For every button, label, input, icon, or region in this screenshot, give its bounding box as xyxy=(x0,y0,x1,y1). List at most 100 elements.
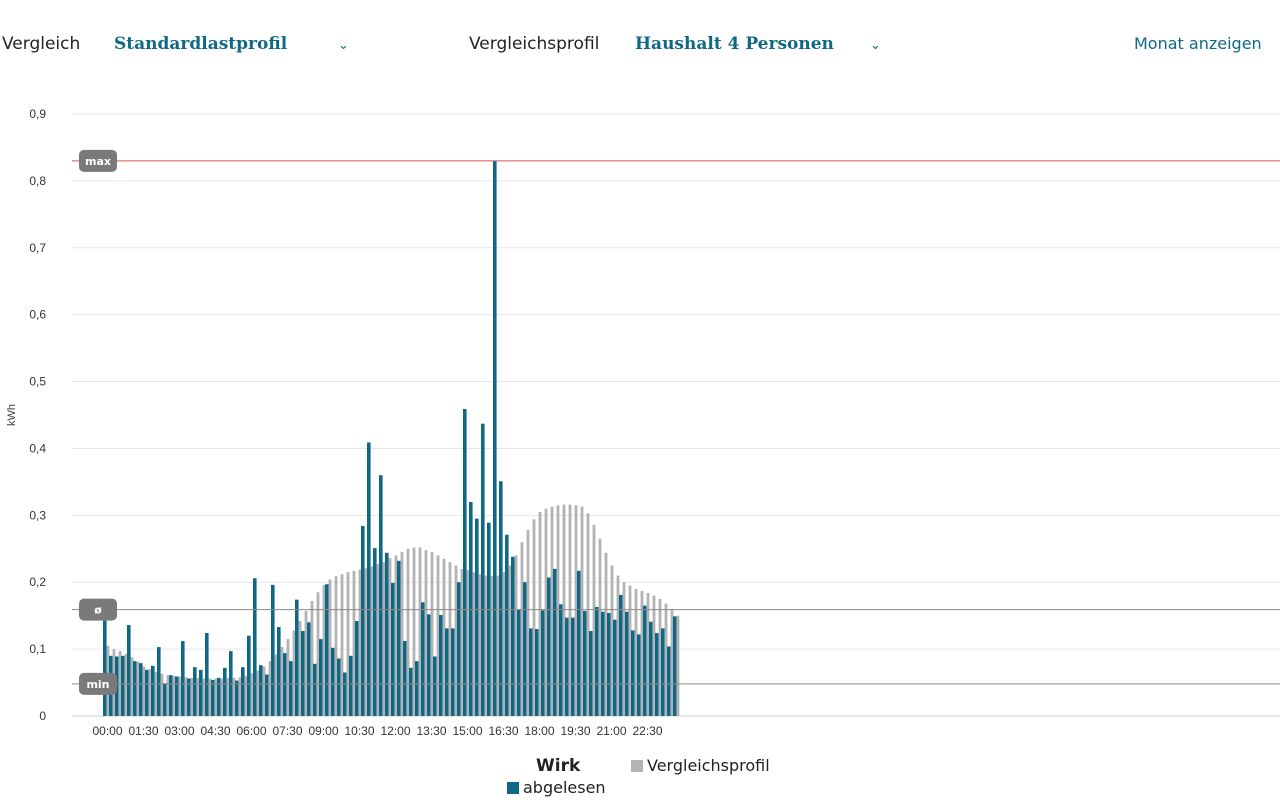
bar-vergleichsprofil xyxy=(130,657,134,716)
legend-item-measured[interactable]: abgelesen xyxy=(507,778,606,797)
bar-vergleichsprofil xyxy=(238,677,242,716)
bar-abgelesen xyxy=(409,667,413,716)
bar-abgelesen xyxy=(661,628,665,716)
bar-abgelesen xyxy=(325,584,329,716)
bar-abgelesen xyxy=(583,610,587,716)
bar-abgelesen xyxy=(571,617,575,716)
chevron-down-icon[interactable]: ⌄ xyxy=(338,38,349,53)
bar-vergleichsprofil xyxy=(460,568,464,716)
bar-abgelesen xyxy=(391,582,395,716)
bar-vergleichsprofil xyxy=(322,584,326,716)
bar-abgelesen xyxy=(505,534,509,716)
x-tick-label: 06:00 xyxy=(236,724,266,738)
bar-abgelesen xyxy=(145,669,149,716)
bar-abgelesen xyxy=(247,635,251,716)
y-tick-label: 0,8 xyxy=(29,174,46,188)
y-tick-label: 0,1 xyxy=(29,642,46,656)
bar-vergleichsprofil xyxy=(262,666,266,716)
x-tick-label: 01:30 xyxy=(128,724,158,738)
bar-vergleichsprofil xyxy=(298,621,302,716)
bar-vergleichsprofil xyxy=(220,678,224,716)
month-view-link[interactable]: Monat anzeigen xyxy=(1134,34,1262,53)
bar-abgelesen xyxy=(331,647,335,716)
profile-select[interactable]: Haushalt 4 Personen xyxy=(635,34,834,54)
bar-abgelesen xyxy=(637,634,641,716)
bar-abgelesen xyxy=(649,621,653,716)
bar-abgelesen xyxy=(463,408,467,716)
bar-vergleichsprofil xyxy=(166,675,170,716)
bar-abgelesen xyxy=(511,556,515,716)
legend-label: abgelesen xyxy=(523,778,606,797)
bar-vergleichsprofil xyxy=(604,552,608,716)
bar-abgelesen xyxy=(127,625,131,716)
bar-abgelesen xyxy=(379,475,383,716)
bar-abgelesen xyxy=(175,676,179,716)
bar-abgelesen xyxy=(475,518,479,716)
bar-vergleichsprofil xyxy=(172,675,176,716)
x-tick-label: 15:00 xyxy=(452,724,482,738)
reference-label: min xyxy=(86,678,109,691)
bar-abgelesen xyxy=(187,678,191,716)
bar-abgelesen xyxy=(565,617,569,716)
reference-badge xyxy=(79,149,117,172)
legend: Wirk Vergleichsprofil abgelesen xyxy=(0,754,1280,802)
bar-vergleichsprofil xyxy=(124,653,128,716)
x-tick-label: 22:30 xyxy=(632,724,662,738)
bar-vergleichsprofil xyxy=(424,550,428,716)
bar-vergleichsprofil xyxy=(202,678,206,716)
y-axis: 0 0,1 0,2 0,3 0,4 0,5 0,6 0,7 0,8 0,9 xyxy=(29,107,46,723)
x-tick-label: 03:00 xyxy=(164,724,194,738)
bar-abgelesen xyxy=(223,667,227,716)
bar-vergleichsprofil xyxy=(136,661,140,716)
bar-vergleichsprofil xyxy=(640,590,644,716)
bar-vergleichsprofil xyxy=(430,552,434,716)
bar-abgelesen xyxy=(427,614,431,716)
x-tick-label: 09:00 xyxy=(308,724,338,738)
bar-vergleichsprofil xyxy=(574,505,578,716)
bar-vergleichsprofil xyxy=(154,671,158,716)
bar-vergleichsprofil xyxy=(610,565,614,716)
bar-vergleichsprofil xyxy=(160,673,164,716)
legend-item-profile[interactable]: Vergleichsprofil xyxy=(631,756,770,775)
bar-vergleichsprofil xyxy=(508,565,512,716)
bar-abgelesen xyxy=(595,606,599,716)
y-tick-label: 0,5 xyxy=(29,375,46,389)
reference-label: ø xyxy=(94,604,102,617)
bar-abgelesen xyxy=(163,683,167,716)
bar-abgelesen xyxy=(439,614,443,716)
compare-label: Vergleich xyxy=(2,34,81,54)
bar-vergleichsprofil xyxy=(448,562,452,716)
bar-vergleichsprofil xyxy=(376,564,380,716)
bar-vergleichsprofil xyxy=(670,608,674,716)
chevron-down-icon[interactable]: ⌄ xyxy=(870,38,881,53)
bar-vergleichsprofil xyxy=(520,542,524,716)
bar-abgelesen xyxy=(295,599,299,716)
bar-abgelesen xyxy=(193,667,197,716)
bar-abgelesen xyxy=(547,577,551,716)
bar-abgelesen xyxy=(265,674,269,716)
bar-vergleichsprofil xyxy=(580,506,584,716)
bar-abgelesen xyxy=(469,501,473,716)
bar-vergleichsprofil xyxy=(214,678,218,716)
bar-abgelesen xyxy=(535,629,539,716)
bar-vergleichsprofil xyxy=(532,519,536,716)
bar-vergleichsprofil xyxy=(616,575,620,716)
bar-vergleichsprofil xyxy=(304,610,308,716)
bar-abgelesen xyxy=(319,639,323,716)
compare-select[interactable]: Standardlastprofil xyxy=(114,34,288,54)
bar-abgelesen xyxy=(601,611,605,716)
bar-vergleichsprofil xyxy=(568,504,572,716)
bar-abgelesen xyxy=(421,602,425,716)
bar-vergleichsprofil xyxy=(352,570,356,716)
bar-abgelesen xyxy=(559,604,563,716)
bar-abgelesen xyxy=(103,600,107,716)
bar-vergleichsprofil xyxy=(226,677,230,716)
bar-vergleichsprofil xyxy=(382,562,386,716)
bar-vergleichsprofil xyxy=(406,548,410,716)
bar-abgelesen xyxy=(493,160,497,717)
bar-abgelesen xyxy=(619,594,623,716)
reference-badge xyxy=(79,672,117,695)
y-tick-label: 0,9 xyxy=(29,107,46,121)
bar-vergleichsprofil xyxy=(646,592,650,716)
bar-vergleichsprofil xyxy=(676,615,680,716)
